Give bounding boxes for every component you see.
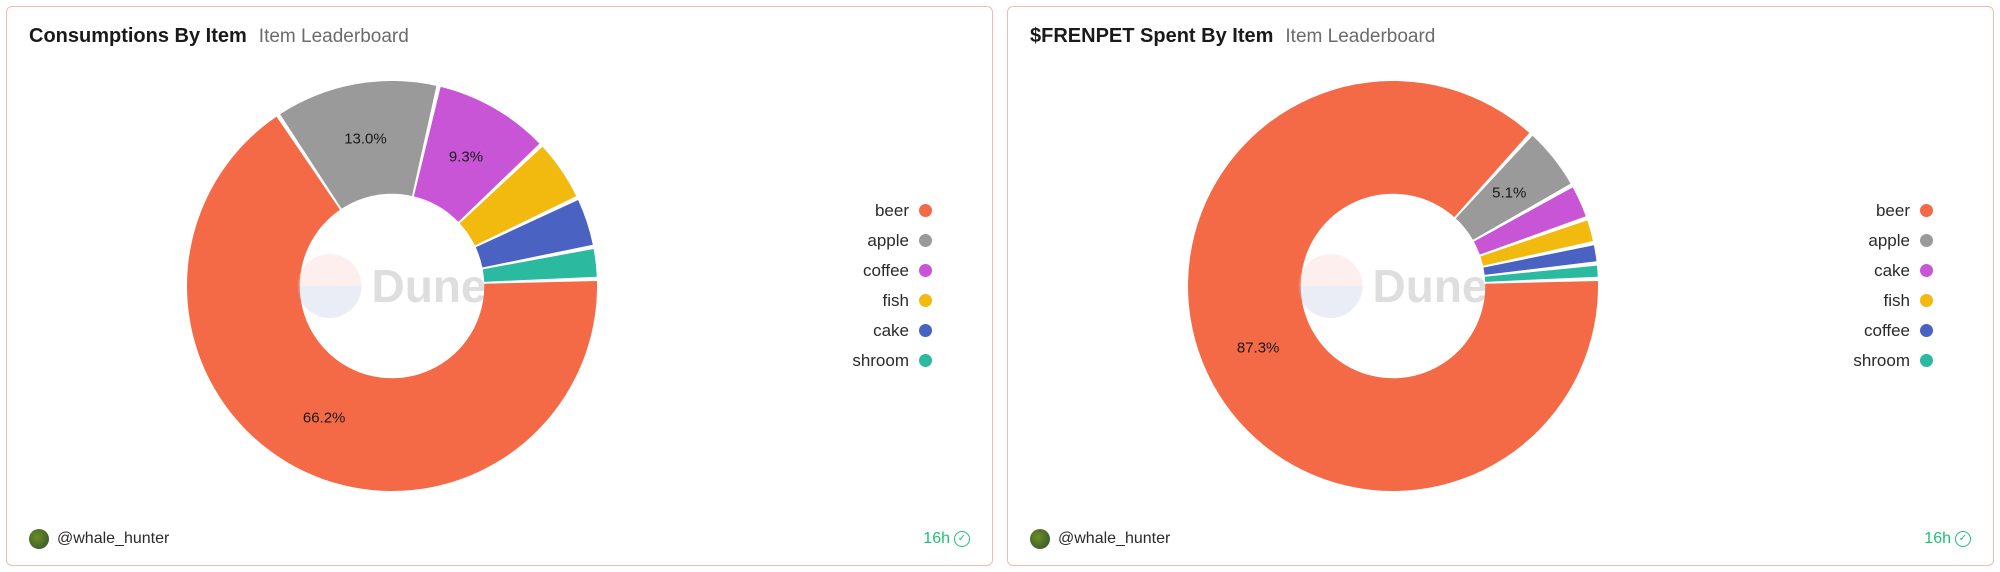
slice-label-apple: 13.0%	[344, 131, 387, 148]
legend-swatch	[919, 204, 932, 217]
legend: beer apple cake fish coffee shroom	[1853, 201, 1933, 371]
timestamp-value: 16h	[1924, 530, 1951, 548]
legend-swatch	[1920, 234, 1933, 247]
legend-item-fish[interactable]: fish	[852, 291, 932, 311]
chart-area: 87.3%5.1%Dunebeerapplecakefishcoffeeshro…	[1008, 56, 1993, 515]
legend-item-coffee[interactable]: coffee	[852, 261, 932, 281]
card-footer: @whale_hunter 16h ✓	[1008, 515, 1993, 565]
card-subtitle: Item Leaderboard	[259, 26, 409, 48]
legend-item-coffee[interactable]: coffee	[1853, 321, 1933, 341]
legend-swatch	[1920, 294, 1933, 307]
chart-card: $FRENPET Spent By Item Item Leaderboard 87…	[1007, 6, 1994, 566]
avatar-icon	[29, 529, 49, 549]
verified-icon: ✓	[954, 531, 970, 547]
chart-card: Consumptions By Item Item Leaderboard 66.2…	[6, 6, 993, 566]
donut-chart: 66.2%13.0%9.3%Dune	[187, 81, 597, 491]
legend-label: shroom	[1853, 351, 1910, 371]
legend-item-shroom[interactable]: shroom	[1853, 351, 1933, 371]
verified-icon: ✓	[1955, 531, 1971, 547]
timestamp[interactable]: 16h ✓	[923, 530, 970, 548]
slice-label-beer: 87.3%	[1237, 339, 1280, 356]
legend-swatch	[919, 234, 932, 247]
legend-swatch	[1920, 204, 1933, 217]
legend-swatch	[1920, 324, 1933, 337]
card-footer: @whale_hunter 16h ✓	[7, 515, 992, 565]
donut-chart: 87.3%5.1%Dune	[1188, 81, 1598, 491]
legend-item-shroom[interactable]: shroom	[852, 351, 932, 371]
legend-item-apple[interactable]: apple	[852, 231, 932, 251]
legend-swatch	[919, 264, 932, 277]
card-subtitle: Item Leaderboard	[1285, 26, 1435, 48]
legend-label: cake	[1874, 261, 1910, 281]
legend-label: shroom	[852, 351, 909, 371]
legend: beer apple coffee fish cake shroom	[852, 201, 932, 371]
legend-label: beer	[875, 201, 909, 221]
card-header: $FRENPET Spent By Item Item Leaderboard	[1008, 7, 1993, 56]
legend-item-beer[interactable]: beer	[1853, 201, 1933, 221]
author-handle: @whale_hunter	[57, 530, 169, 548]
legend-label: cake	[873, 321, 909, 341]
legend-swatch	[1920, 264, 1933, 277]
author-handle: @whale_hunter	[1058, 530, 1170, 548]
legend-swatch	[919, 294, 932, 307]
legend-swatch	[919, 324, 932, 337]
slice-label-coffee: 9.3%	[449, 148, 483, 165]
avatar-icon	[1030, 529, 1050, 549]
timestamp[interactable]: 16h ✓	[1924, 530, 1971, 548]
chart-area: 66.2%13.0%9.3%Dunebeerapplecoffeefishcak…	[7, 56, 992, 515]
legend-item-cake[interactable]: cake	[1853, 261, 1933, 281]
legend-item-apple[interactable]: apple	[1853, 231, 1933, 251]
author-link[interactable]: @whale_hunter	[29, 529, 169, 549]
legend-item-beer[interactable]: beer	[852, 201, 932, 221]
slice-label-apple: 5.1%	[1492, 184, 1526, 201]
slice-label-beer: 66.2%	[303, 409, 346, 426]
legend-label: apple	[867, 231, 909, 251]
legend-label: fish	[883, 291, 909, 311]
legend-item-cake[interactable]: cake	[852, 321, 932, 341]
card-title: $FRENPET Spent By Item	[1030, 25, 1273, 48]
timestamp-value: 16h	[923, 530, 950, 548]
legend-label: coffee	[1864, 321, 1910, 341]
card-title: Consumptions By Item	[29, 25, 247, 48]
legend-label: beer	[1876, 201, 1910, 221]
card-header: Consumptions By Item Item Leaderboard	[7, 7, 992, 56]
legend-swatch	[1920, 354, 1933, 367]
author-link[interactable]: @whale_hunter	[1030, 529, 1170, 549]
legend-swatch	[919, 354, 932, 367]
legend-item-fish[interactable]: fish	[1853, 291, 1933, 311]
legend-label: coffee	[863, 261, 909, 281]
legend-label: fish	[1884, 291, 1910, 311]
legend-label: apple	[1868, 231, 1910, 251]
dashboard: Consumptions By Item Item Leaderboard 66.2…	[0, 0, 2000, 572]
